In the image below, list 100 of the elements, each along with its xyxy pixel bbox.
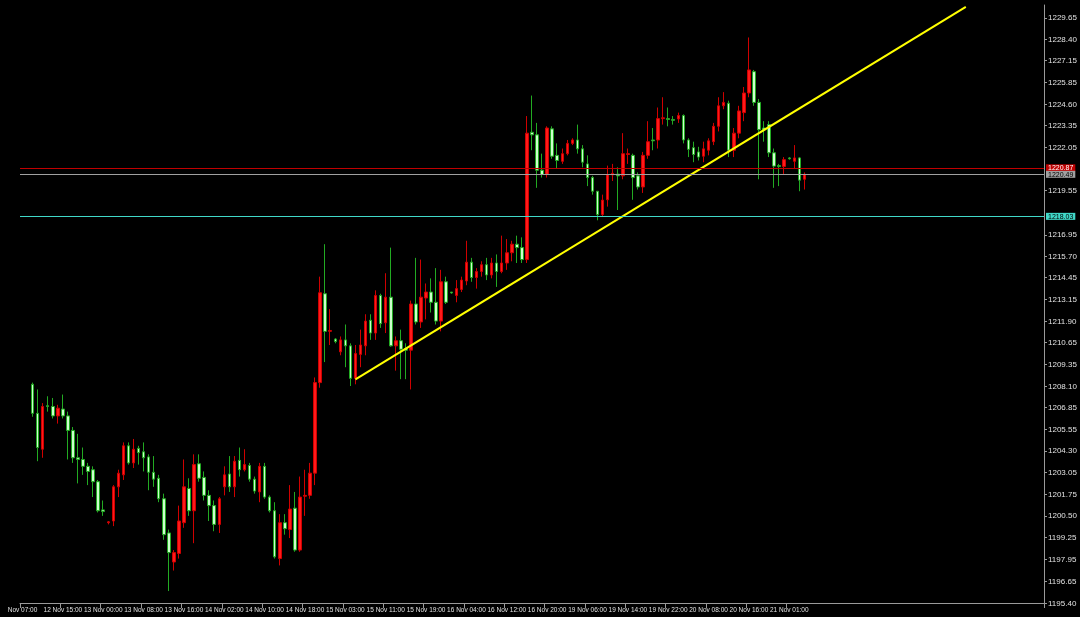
candlestick (717, 96, 720, 132)
candlestick (404, 342, 408, 380)
candlestick (606, 165, 609, 208)
candlestick (682, 113, 685, 144)
candlestick (253, 476, 256, 495)
candlestick (616, 166, 620, 211)
candlestick (258, 462, 261, 503)
candlestick (399, 329, 403, 380)
candlestick (223, 465, 226, 496)
y-tick-label: 1196.65 (1048, 577, 1077, 587)
candlestick (566, 139, 569, 156)
candlestick (455, 279, 458, 303)
y-tick-label: 1219.55 (1048, 185, 1078, 195)
candlestick (369, 313, 372, 341)
y-tick-label: 1210.65 (1048, 337, 1078, 347)
candlestick (460, 276, 463, 293)
candlestick (192, 453, 196, 544)
y-tick-label: 1204.30 (1048, 446, 1078, 456)
candlestick (651, 127, 655, 151)
candlestick (273, 501, 276, 560)
candlestick (122, 441, 125, 481)
candlestick (803, 171, 806, 191)
y-tick-label: 1214.45 (1048, 273, 1078, 283)
candlestick (117, 469, 120, 498)
candlestick (137, 445, 140, 466)
candlestick (107, 520, 110, 525)
candlestick (450, 291, 453, 295)
y-tick-label: 1206.85 (1048, 402, 1078, 412)
y-tick-label: 1195.40 (1048, 598, 1077, 608)
candlestick (702, 141, 705, 163)
candlestick (495, 253, 498, 288)
candlestick (444, 276, 448, 305)
candlestick (712, 122, 715, 146)
candlestick (293, 491, 297, 553)
candlestick (147, 453, 150, 491)
candlestick (379, 293, 382, 329)
y-tick-label: 1205.55 (1048, 425, 1078, 435)
y-tick-label: 1215.70 (1048, 251, 1078, 261)
y-tick-label: 1203.05 (1048, 467, 1078, 477)
candlestick (465, 240, 468, 286)
candlestick (561, 148, 564, 165)
candlestick (470, 257, 473, 283)
y-tick-label: 1209.35 (1048, 360, 1078, 370)
candlestick (349, 342, 352, 387)
candlestick (228, 455, 231, 493)
y-tick-label: 1208.10 (1048, 381, 1078, 391)
y-tick-label: 1223.35 (1048, 120, 1078, 130)
candlestick (288, 484, 292, 539)
candlestick (591, 175, 594, 196)
candlestick (722, 91, 725, 110)
candlestick (31, 382, 34, 418)
y-tick-label: 1224.60 (1048, 99, 1078, 109)
candlestick (500, 235, 503, 274)
y-tick-label: 1222.05 (1048, 143, 1078, 153)
candlestick (157, 474, 160, 503)
candlestick (384, 272, 387, 334)
candlestick (344, 324, 347, 368)
candlestick (46, 395, 49, 413)
candlestick (248, 462, 251, 483)
candlestick (545, 125, 549, 179)
candlestick (127, 441, 130, 466)
candlestick (36, 388, 39, 462)
candlestick (798, 156, 801, 192)
candlestick (727, 100, 730, 158)
candlestick (152, 455, 155, 488)
y-tick-label: 1216.95 (1048, 230, 1078, 240)
candlestick (485, 257, 488, 281)
candlestick (339, 335, 342, 356)
candlestick (692, 141, 695, 163)
candlestick (389, 247, 393, 348)
candlestick (278, 513, 282, 566)
candlestick (788, 156, 791, 161)
candlestick (586, 154, 589, 187)
y-tick-label: 1213.15 (1048, 295, 1078, 305)
candlestick (283, 513, 287, 536)
candlestick (323, 243, 327, 363)
y-tick-label: 1225.85 (1048, 78, 1078, 88)
candlestick (243, 448, 246, 472)
y-tick-label: 1228.40 (1048, 34, 1078, 44)
y-tick-label: 1211.90 (1048, 316, 1077, 326)
y-tick-label: 1197.95 (1048, 554, 1077, 564)
candlestick (187, 477, 191, 517)
candlestick (394, 335, 398, 372)
candlestick (581, 144, 584, 168)
candlestick (596, 190, 599, 221)
candlestick (51, 397, 55, 419)
y-tick-label: 1199.25 (1048, 532, 1077, 542)
candlestick (475, 267, 478, 290)
candlestick (218, 496, 221, 534)
candlestick (490, 257, 493, 279)
candlestick (354, 344, 357, 385)
candlestick (328, 308, 332, 346)
candlestick (233, 455, 236, 498)
candlestick (697, 146, 700, 161)
candlestick (793, 144, 796, 170)
candlestick (677, 112, 680, 124)
candlestick (268, 494, 271, 513)
candlestick (707, 137, 710, 156)
candlestick (687, 137, 690, 158)
candlestick (439, 269, 443, 332)
